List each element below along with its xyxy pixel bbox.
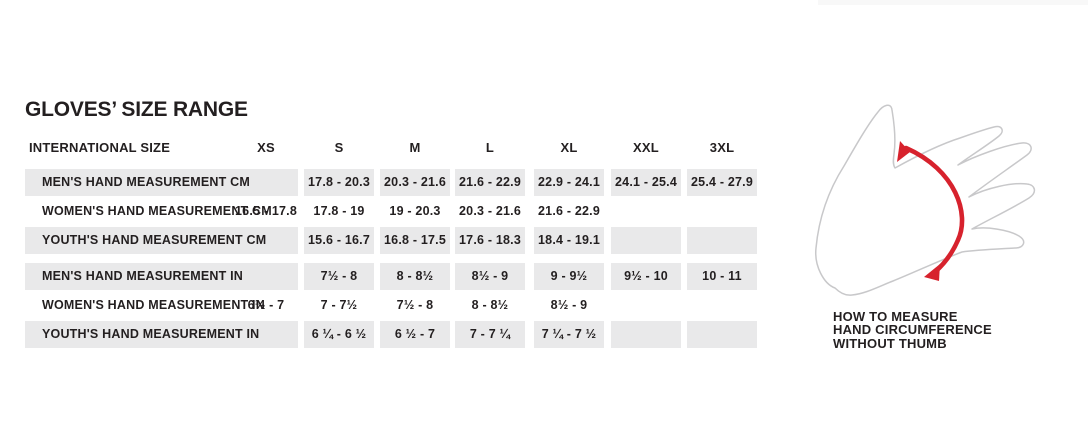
size-cell-xl: 7 ¼ - 7 ½: [534, 321, 604, 348]
size-cell-s: 7 - 7½: [320, 298, 358, 312]
column-header-3xl: 3XL: [709, 140, 735, 155]
column-header-l: L: [485, 140, 495, 155]
page-title: GLOVES’ SIZE RANGE: [25, 98, 248, 121]
table-row-mens-cm: MEN'S HAND MEASUREMENT CM 17.8 - 20.3 20…: [0, 169, 1088, 196]
hand-outline-icon: [815, 104, 1036, 296]
row-label: WOMEN'S HAND MEASUREMENT CM: [42, 204, 272, 218]
size-cell-l: 7 - 7 ¼: [455, 321, 525, 348]
caption-line-3: WITHOUT THUMB: [833, 335, 947, 351]
column-header-xl: XL: [560, 140, 578, 155]
row-label: MEN'S HAND MEASUREMENT IN: [25, 263, 298, 290]
row-label: MEN'S HAND MEASUREMENT CM: [25, 169, 298, 196]
size-cell-3xl: 25.4 - 27.9: [687, 169, 757, 196]
column-header-m: M: [409, 140, 421, 155]
size-cell-l: 20.3 - 21.6: [459, 204, 521, 218]
table-row-youths-cm: YOUTH'S HAND MEASUREMENT CM 15.6 - 16.7 …: [0, 227, 1088, 254]
size-cell-l: 21.6 - 22.9: [455, 169, 525, 196]
size-cell-3xl-empty: [687, 321, 757, 348]
table-row-youths-in: YOUTH'S HAND MEASUREMENT IN 6 ¼ - 6 ½ 6 …: [0, 321, 1088, 348]
row-label: YOUTH'S HAND MEASUREMENT CM: [25, 227, 298, 254]
size-cell-xs: 6½ - 7: [247, 298, 285, 312]
caption-line-1: HOW TO MEASURE: [833, 309, 958, 324]
hand-illustration: [810, 88, 1082, 316]
size-cell-m: 6 ½ - 7: [380, 321, 450, 348]
column-header-xs: XS: [257, 140, 275, 155]
table-row-womens-in: WOMEN'S HAND MEASUREMENT IN 6½ - 7 7 - 7…: [0, 292, 1088, 319]
size-cell-xl: 9 - 9½: [534, 263, 604, 290]
size-cell-m: 19 - 20.3: [389, 204, 441, 218]
row-label: YOUTH'S HAND MEASUREMENT IN: [25, 321, 298, 348]
size-cell-l: 8 - 8½: [471, 298, 509, 312]
size-cell-m: 16.8 - 17.5: [380, 227, 450, 254]
size-cell-xxl-empty: [611, 227, 681, 254]
column-header-international-size: INTERNATIONAL SIZE: [29, 140, 171, 155]
column-header-s: S: [334, 140, 344, 155]
size-cell-m: 7½ - 8: [396, 298, 434, 312]
size-cell-m: 20.3 - 21.6: [380, 169, 450, 196]
size-cell-xxl: 9½ - 10: [611, 263, 681, 290]
size-cell-3xl: 10 - 11: [687, 263, 757, 290]
size-cell-s: 7½ - 8: [304, 263, 374, 290]
table-row-womens-cm: WOMEN'S HAND MEASUREMENT CM 16.5 - 17.8 …: [0, 198, 1088, 225]
size-cell-s: 17.8 - 19: [313, 204, 365, 218]
size-cell-m: 8 - 8½: [380, 263, 450, 290]
size-cell-xxl-empty: [611, 321, 681, 348]
page-edge-strip: [818, 0, 1088, 5]
size-cell-xl: 21.6 - 22.9: [538, 204, 600, 218]
size-cell-s: 15.6 - 16.7: [304, 227, 374, 254]
caption-line-2: HAND CIRCUMFERENCE: [833, 322, 992, 338]
row-label: WOMEN'S HAND MEASUREMENT IN: [42, 298, 265, 312]
size-cell-l: 8½ - 9: [455, 263, 525, 290]
measure-arrow-icon: [897, 141, 965, 281]
size-cell-xl: 18.4 - 19.1: [534, 227, 604, 254]
size-cell-xl: 8½ - 9: [550, 298, 588, 312]
size-cell-s: 6 ¼ - 6 ½: [304, 321, 374, 348]
size-cell-xxl: 24.1 - 25.4: [611, 169, 681, 196]
size-cell-3xl-empty: [687, 227, 757, 254]
table-row-mens-in: MEN'S HAND MEASUREMENT IN 7½ - 8 8 - 8½ …: [0, 263, 1088, 290]
measure-caption: HOW TO MEASURE HAND CIRCUMFERENCE WITHOU…: [833, 309, 992, 351]
size-cell-l: 17.6 - 18.3: [455, 227, 525, 254]
size-cell-xs: 16.5 - 17.8: [235, 204, 297, 218]
column-header-xxl: XXL: [633, 140, 659, 155]
size-cell-xl: 22.9 - 24.1: [534, 169, 604, 196]
size-cell-s: 17.8 - 20.3: [304, 169, 374, 196]
